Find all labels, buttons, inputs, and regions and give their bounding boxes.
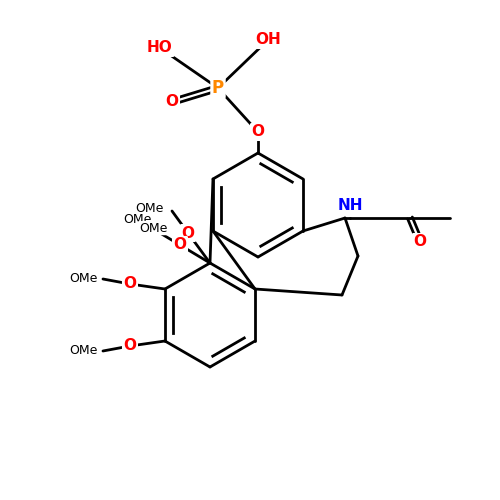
Text: HO: HO	[147, 40, 173, 56]
Text: O: O	[124, 338, 136, 353]
Text: NH: NH	[337, 198, 363, 214]
Text: OMe: OMe	[70, 272, 98, 285]
Text: O: O	[414, 234, 426, 250]
Text: O: O	[174, 238, 186, 252]
Text: OMe: OMe	[70, 344, 98, 358]
Text: P: P	[212, 79, 224, 97]
Text: O: O	[166, 94, 178, 110]
Text: O: O	[182, 226, 194, 240]
Text: OMe: OMe	[124, 213, 152, 226]
Text: O: O	[252, 124, 264, 140]
Text: OMe: OMe	[140, 222, 168, 234]
Text: OMe: OMe	[136, 202, 164, 215]
Text: OH: OH	[255, 32, 281, 48]
Text: O: O	[124, 276, 136, 291]
